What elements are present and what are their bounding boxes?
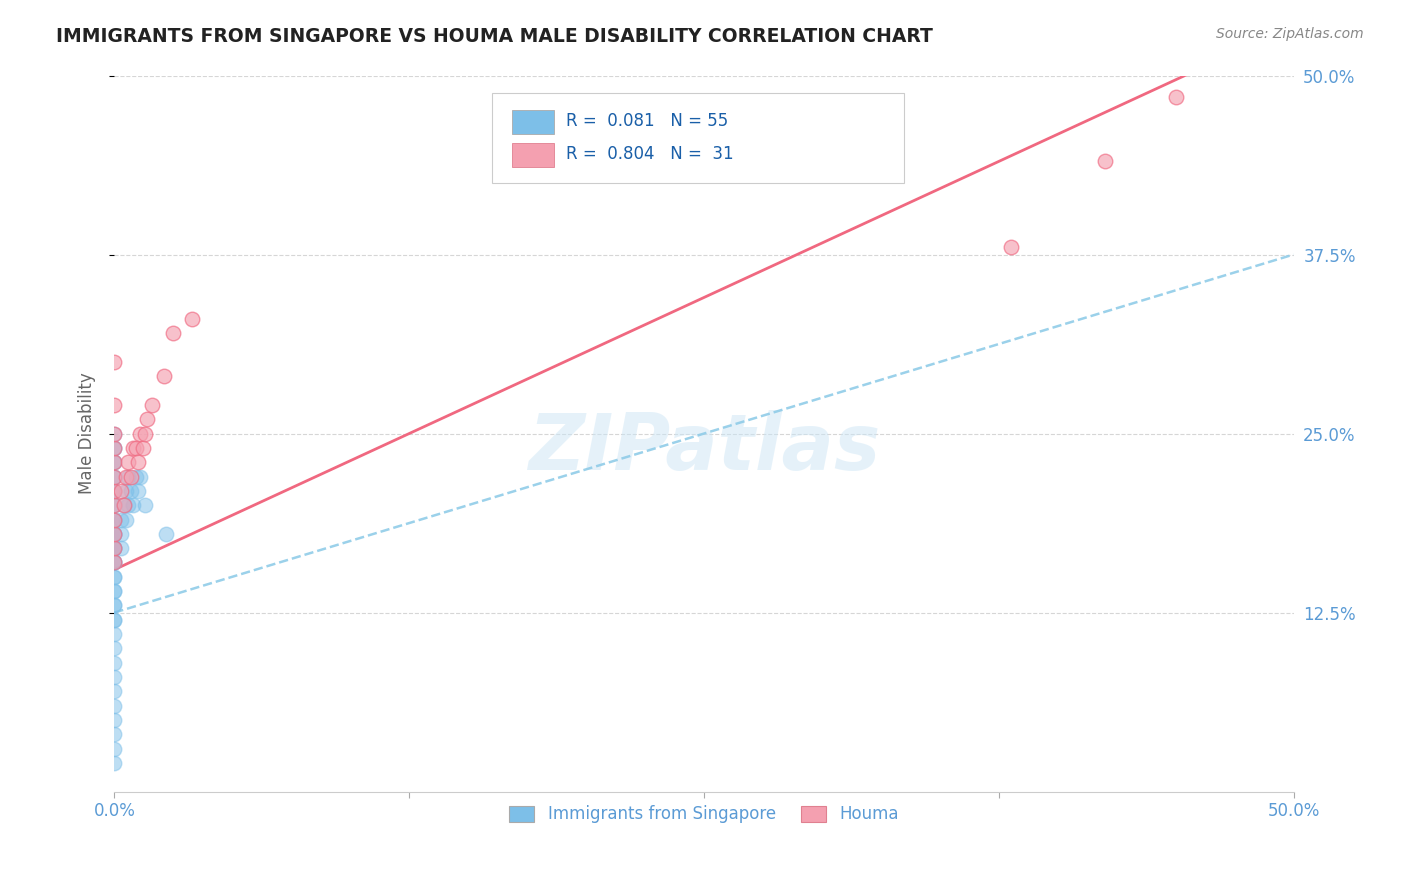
Point [120, 483, 142, 498]
Point [103, 556, 125, 570]
Point [1164, 90, 1187, 104]
Point [110, 526, 132, 541]
Point [115, 483, 138, 498]
Point [103, 526, 125, 541]
Point [103, 756, 125, 770]
Point [103, 556, 125, 570]
FancyBboxPatch shape [512, 110, 554, 134]
Point [124, 469, 146, 483]
Point [136, 412, 159, 426]
Point [103, 727, 125, 741]
Point [103, 670, 125, 684]
Point [103, 613, 125, 627]
Point [103, 455, 125, 469]
Point [117, 455, 139, 469]
Point [103, 526, 125, 541]
Point [103, 526, 125, 541]
Point [162, 326, 184, 341]
Point [127, 483, 149, 498]
Point [127, 455, 149, 469]
Point [155, 526, 177, 541]
Legend: Immigrants from Singapore, Houma: Immigrants from Singapore, Houma [502, 798, 905, 830]
Point [122, 498, 145, 512]
Point [103, 541, 125, 556]
Y-axis label: Male Disability: Male Disability [79, 373, 96, 494]
Point [112, 498, 135, 512]
Point [103, 613, 125, 627]
Point [153, 369, 176, 384]
Point [103, 526, 125, 541]
Point [103, 570, 125, 584]
Point [103, 584, 125, 599]
Point [103, 455, 125, 469]
Point [103, 441, 125, 455]
Point [103, 355, 125, 369]
Point [103, 441, 125, 455]
Point [103, 541, 125, 556]
Point [117, 469, 139, 483]
Point [129, 469, 152, 483]
Point [103, 599, 125, 613]
Point [103, 426, 125, 441]
Point [103, 556, 125, 570]
Point [103, 512, 125, 526]
Point [103, 656, 125, 670]
Point [110, 483, 132, 498]
Text: R =  0.081   N = 55: R = 0.081 N = 55 [567, 112, 728, 130]
Point [141, 398, 163, 412]
Point [1000, 240, 1022, 254]
Point [122, 441, 145, 455]
Point [103, 512, 125, 526]
Point [120, 469, 142, 483]
Point [103, 541, 125, 556]
Point [103, 398, 125, 412]
Point [103, 469, 125, 483]
Point [103, 541, 125, 556]
Point [131, 441, 153, 455]
Point [103, 684, 125, 698]
Point [103, 627, 125, 641]
Point [103, 469, 125, 483]
Point [112, 498, 135, 512]
Point [103, 483, 125, 498]
Point [103, 512, 125, 526]
Point [103, 713, 125, 727]
Point [103, 584, 125, 599]
Point [115, 512, 138, 526]
Point [103, 741, 125, 756]
Point [1094, 154, 1116, 169]
Point [103, 483, 125, 498]
Point [103, 441, 125, 455]
Point [103, 556, 125, 570]
Point [103, 641, 125, 656]
Point [103, 498, 125, 512]
Point [110, 512, 132, 526]
Point [134, 426, 156, 441]
Point [134, 498, 156, 512]
Point [103, 469, 125, 483]
Point [103, 498, 125, 512]
Point [103, 483, 125, 498]
Point [103, 426, 125, 441]
Text: ZIPatlas: ZIPatlas [527, 410, 880, 486]
Point [115, 469, 138, 483]
Point [103, 599, 125, 613]
FancyBboxPatch shape [512, 143, 554, 167]
Text: Source: ZipAtlas.com: Source: ZipAtlas.com [1216, 27, 1364, 41]
Point [117, 498, 139, 512]
Point [103, 498, 125, 512]
Point [103, 455, 125, 469]
Point [124, 441, 146, 455]
Point [103, 698, 125, 713]
FancyBboxPatch shape [492, 94, 904, 183]
Text: R =  0.804   N =  31: R = 0.804 N = 31 [567, 145, 734, 163]
Point [110, 541, 132, 556]
Point [103, 570, 125, 584]
Point [129, 426, 152, 441]
Text: IMMIGRANTS FROM SINGAPORE VS HOUMA MALE DISABILITY CORRELATION CHART: IMMIGRANTS FROM SINGAPORE VS HOUMA MALE … [56, 27, 934, 45]
Point [181, 312, 204, 326]
